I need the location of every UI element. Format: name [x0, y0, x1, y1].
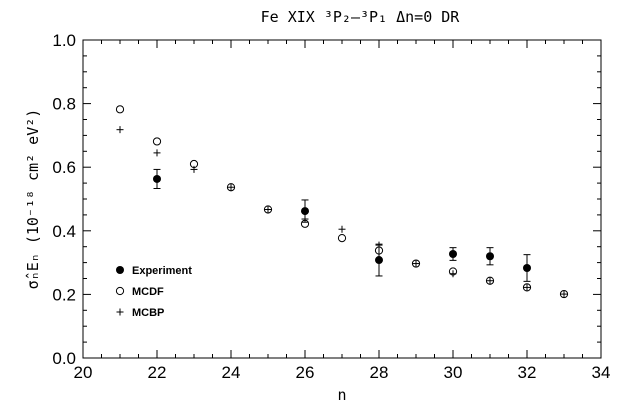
y-tick-label: 1.0: [52, 31, 76, 50]
y-axis-label: σ̂ₙEₙ (10⁻¹⁸ cm² eV²): [24, 109, 42, 290]
legend-label-mcdf: MCDF: [132, 286, 164, 298]
point-experiment: [375, 256, 383, 265]
x-tick-label: 30: [444, 363, 463, 382]
point-mcbp: [153, 149, 161, 157]
point-mcdf: [559, 289, 569, 299]
point-mcbp: [523, 283, 531, 291]
point-mcdf: [152, 137, 162, 146]
point-mcbp: [227, 183, 235, 191]
point-experiment: [523, 264, 531, 273]
point-mcbp: [560, 290, 568, 298]
y-tick-label: 0.0: [52, 349, 76, 368]
x-tick-labels: 20 22 24 26 28 30 32 34: [74, 363, 611, 382]
point-mcdf: [226, 183, 236, 192]
point-mcbp: [486, 277, 494, 285]
x-tick-label: 22: [148, 363, 167, 382]
point-mcdf: [522, 283, 532, 292]
x-tick-label: 28: [370, 363, 389, 382]
point-mcdf: [115, 105, 125, 114]
point-mcdf: [263, 205, 273, 214]
legend: Experiment MCDF MCBP: [115, 265, 192, 319]
point-mcdf: [337, 234, 347, 243]
point-experiment: [449, 250, 457, 259]
point-mcbp: [338, 225, 346, 233]
legend-label-mcbp: MCBP: [132, 307, 164, 319]
data-marks: [115, 105, 569, 299]
y-tick-label: 0.2: [52, 285, 76, 304]
x-tick-label: 34: [592, 363, 611, 382]
y-tick-label: 0.4: [52, 222, 76, 241]
point-experiment: [153, 174, 161, 183]
y-tick-label: 0.6: [52, 158, 76, 177]
x-tick-label: 32: [518, 363, 537, 382]
point-mcbp: [449, 270, 457, 278]
x-tick-label: 20: [74, 363, 93, 382]
y-tick-label: 0.8: [52, 95, 76, 114]
legend-label-experiment: Experiment: [132, 265, 192, 277]
point-mcdf: [485, 276, 495, 285]
point-mcbp: [190, 165, 198, 173]
legend-marker-mcdf: [115, 286, 125, 296]
point-mcbp: [116, 126, 124, 134]
point-mcdf: [411, 259, 421, 268]
x-axis-label: n: [337, 386, 346, 404]
axis-ticks: [82, 39, 602, 359]
point-mcbp: [412, 260, 420, 268]
x-tick-label: 24: [222, 363, 241, 382]
point-mcbp: [264, 205, 272, 213]
y-tick-labels: 0.0 0.2 0.4 0.6 0.8 1.0: [52, 31, 76, 368]
point-experiment: [301, 207, 309, 216]
chart-title: Fe XIX ³P₂–³P₁ Δn=0 DR: [261, 8, 461, 26]
legend-marker-mcbp: [116, 308, 124, 316]
x-tick-label: 26: [296, 363, 315, 382]
legend-marker-experiment: [116, 266, 124, 274]
point-experiment: [486, 252, 494, 261]
